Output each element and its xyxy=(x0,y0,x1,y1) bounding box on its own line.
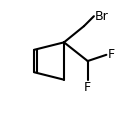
Text: Br: Br xyxy=(95,10,109,23)
Text: F: F xyxy=(108,48,115,61)
Text: F: F xyxy=(84,81,91,94)
